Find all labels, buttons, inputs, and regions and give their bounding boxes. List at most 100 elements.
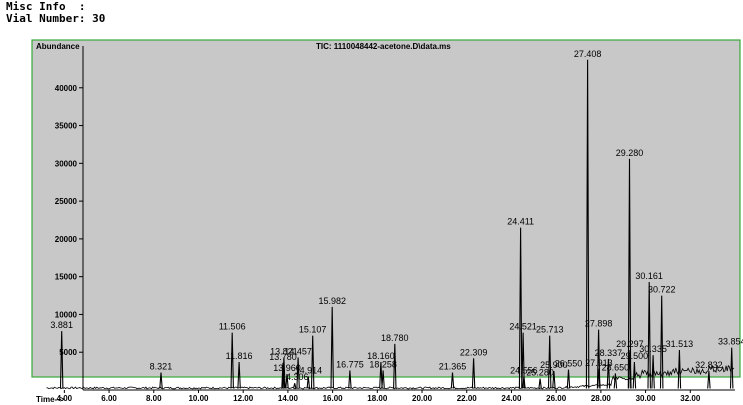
peak-label: 24.521 [509,322,537,332]
peak-label: 33.854 [718,337,743,347]
peak-mark [230,332,234,389]
x-tick-label: 18.00 [367,394,388,403]
peak-mark [627,158,632,389]
plot-area [31,39,741,378]
peak-mark [707,371,711,389]
y-tick-label: 5000 [59,348,77,357]
peak-label: 13.821 [270,347,298,357]
peak-label: 18.160 [367,351,395,361]
peak-label: 13.780 [269,352,297,362]
peak-mark [628,349,632,389]
peak-mark [450,372,455,389]
peak-label: 24.556 [510,365,538,375]
peak-mark [282,357,286,389]
y-tick-label: 20000 [55,235,78,244]
peak-label: 29.297 [616,339,644,349]
peak-label: 27.408 [574,49,602,59]
peak-mark [552,371,556,389]
peak-mark [597,368,601,389]
peak-label: 30.161 [635,271,663,281]
peak-mark [518,227,523,389]
peak-mark [393,343,397,389]
peak-mark [381,370,385,389]
peak-label: 25.713 [536,325,564,335]
peak-label: 11.506 [219,322,246,332]
peak-mark [651,355,655,389]
peak-mark [613,373,618,389]
peak-label: 27.913 [585,358,613,368]
peak-mark [521,332,525,389]
peak-mark [306,376,311,389]
peak-mark [330,306,334,389]
peak-mark [159,372,163,389]
peak-mark [538,378,542,389]
x-tick-label: 8.00 [146,394,162,403]
x-tick-label: 6.00 [101,394,117,403]
peak-labels-group: 3.881 8.321 11.506 11.816 13.82113.78014.457… [50,49,743,382]
peak-label: 29.500 [621,351,649,361]
misc-info-label: Misc Info : [6,0,86,13]
y-tick-label: 40000 [55,84,78,93]
y-tick-label: 30000 [55,159,78,168]
peak-mark [522,376,526,389]
peak-label: 29.280 [616,148,644,158]
peak-label: 26.550 [555,359,583,369]
x-tick-label: 32.00 [680,394,701,403]
peak-mark [566,369,571,389]
x-tick-label: 20.00 [412,394,433,403]
x-tick-label: 26.00 [546,394,567,403]
peak-label: 28.650 [602,362,630,372]
peak-label: 15.107 [299,325,327,335]
chart-title: TIC: 1110048442-acetone.D\data.ms [316,42,451,51]
peak-label: 14.306 [281,372,309,382]
peak-mark [296,357,300,389]
peak-mark [379,361,383,389]
peak-label: 25.900 [540,360,568,370]
peak-mark [547,335,552,389]
baseline-trace [46,364,735,390]
axes: 5000 10000 15000 20000 25000 30000 35000 40000 4… [55,46,735,403]
x-tick-label: 16.00 [323,394,344,403]
peak-mark [310,335,315,389]
x-tick-label: 10.00 [188,394,209,403]
peak-label: 25.280 [526,368,554,378]
y-tick-label: 15000 [55,273,78,282]
peak-label: 13.960 [273,363,301,373]
peak-mark [585,59,590,389]
peak-label: 18.780 [381,333,409,343]
x-tick-label: 14.00 [278,394,299,403]
peak-mark [285,374,289,389]
peak-label: 28.337 [595,348,623,358]
x-tick-label: 24.00 [501,394,522,403]
peak-label: 8.321 [150,362,173,372]
peak-label: 22.309 [460,347,488,357]
x-tick-label: 4.00 [57,394,73,403]
peak-label: 11.816 [226,351,253,361]
y-tick-label: 25000 [55,197,78,206]
peak-label: 31.513 [666,339,694,349]
x-tick-label: 30.00 [636,394,657,403]
peak-label: 30.335 [639,344,667,354]
peak-label: 15.982 [318,296,346,306]
peak-label: 14.914 [295,365,323,375]
peak-mark [348,370,352,389]
header-info: Misc Info : Vial Number: 30 [6,1,105,25]
peak-label: 21.365 [439,362,467,372]
vial-number-label: Vial Number: 30 [6,12,106,25]
x-tick-label: 28.00 [591,394,612,403]
peak-mark [606,358,611,389]
peak-label: 18.258 [369,359,397,369]
peak-mark [281,362,285,389]
peak-mark [729,347,734,389]
peak-mark [292,383,297,389]
peak-mark [659,295,664,389]
y-axis-title: Abundance [36,42,80,51]
y-tick-label: 10000 [55,310,78,319]
peak-mark [677,349,682,389]
peak-mark [59,331,64,389]
peaks-group [59,59,734,389]
peak-label: 27.898 [585,319,613,329]
peak-label: 30.722 [648,285,676,295]
peak-label: 14.457 [284,347,312,357]
